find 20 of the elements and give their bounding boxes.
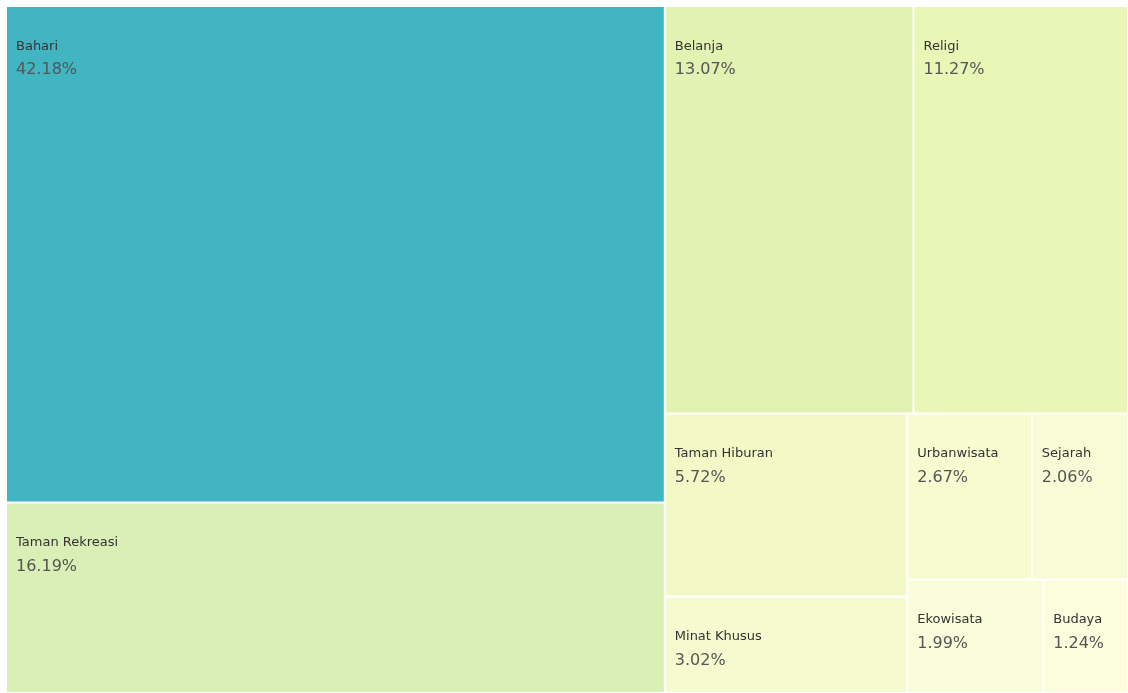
category-label: Religi [923, 37, 960, 53]
category-label: Taman Rekreasi [15, 534, 119, 550]
data-label: 13.07% [674, 59, 736, 79]
data-label: 2.67% [917, 466, 969, 486]
category-label: Ekowisata [917, 611, 983, 627]
category-label: Sejarah [1041, 445, 1092, 461]
category-label: Urbanwisata [917, 445, 999, 461]
data-label: 1.24% [1053, 632, 1105, 652]
category-label: Minat Khusus [674, 628, 763, 644]
category-label: Bahari [16, 37, 59, 53]
category-label: Belanja [674, 37, 724, 53]
data-label: 1.99% [917, 632, 969, 652]
category-label: Budaya [1053, 611, 1103, 627]
category-label: Taman Hiburan [673, 445, 773, 461]
data-label: 11.27% [923, 59, 985, 79]
data-label: 16.19% [16, 555, 78, 575]
data-label: 3.02% [674, 649, 726, 669]
data-label: 5.72% [674, 466, 726, 486]
data-label: 42.18% [16, 59, 78, 79]
data-label: 2.06% [1041, 466, 1093, 486]
